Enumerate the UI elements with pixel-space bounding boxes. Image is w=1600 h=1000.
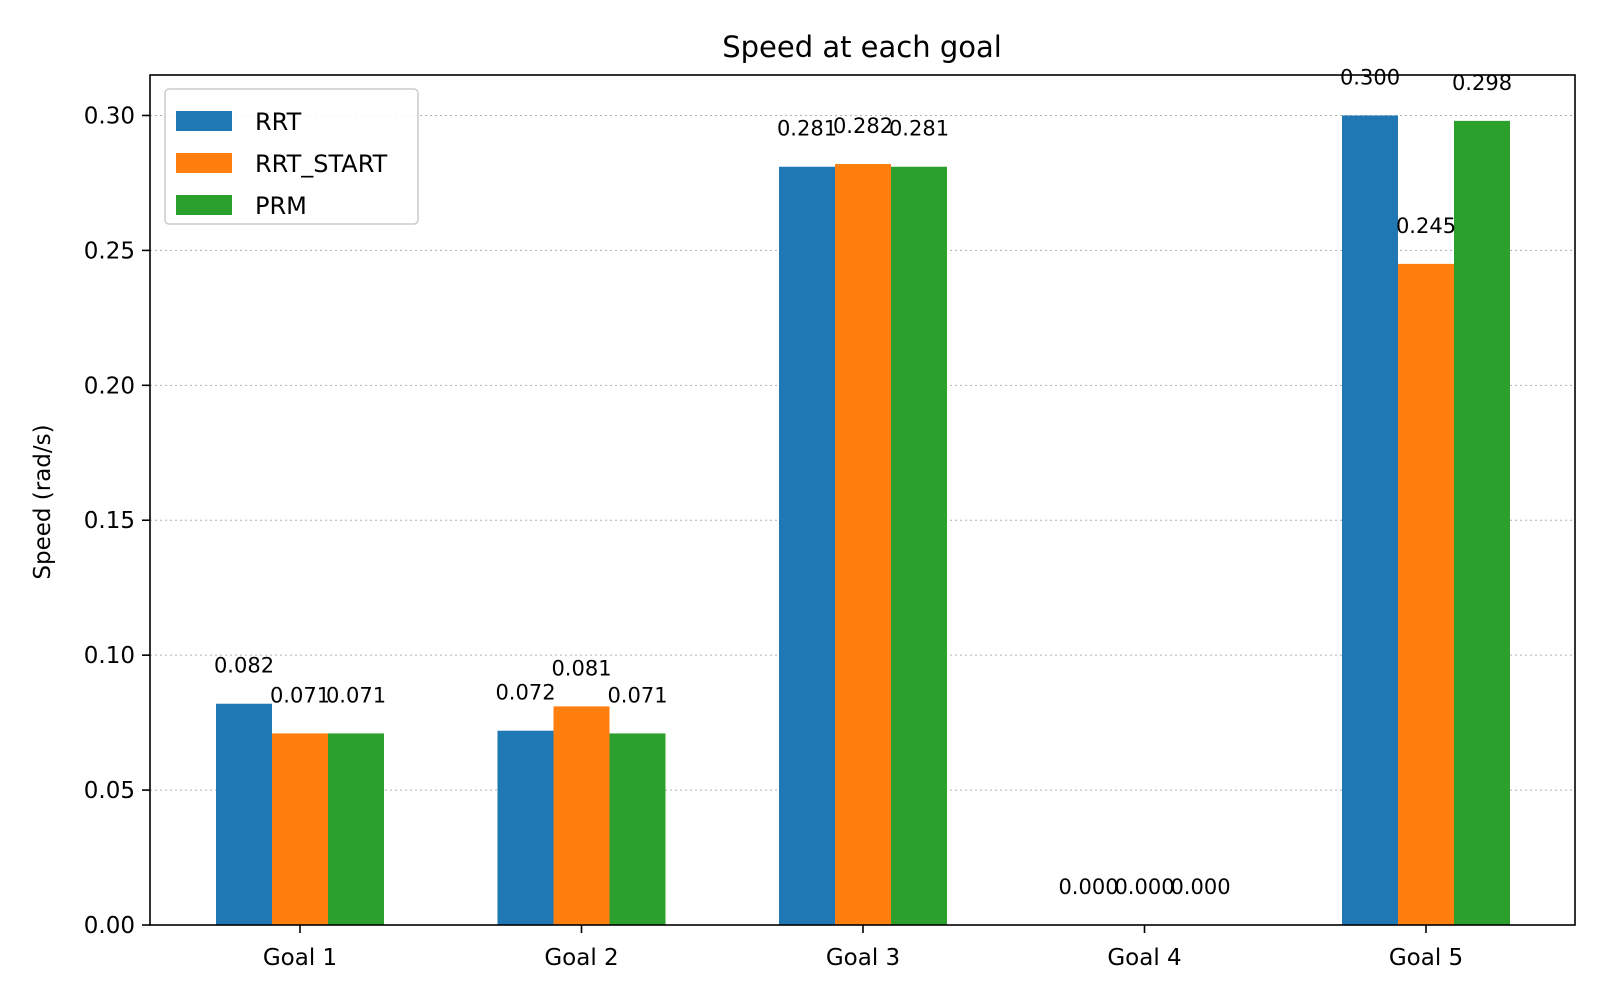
- value-label: 0.000: [1170, 875, 1230, 899]
- value-label: 0.000: [1058, 875, 1118, 899]
- y-tick-label: 0.30: [84, 103, 135, 129]
- value-label: 0.071: [326, 683, 386, 707]
- y-tick-label: 0.00: [84, 913, 135, 939]
- legend-swatch: [176, 111, 232, 131]
- legend-swatch: [176, 153, 232, 173]
- bar-rrt-start: [835, 164, 891, 926]
- bar-rrt-start: [1398, 263, 1454, 925]
- x-tick-label: Goal 2: [544, 945, 618, 971]
- y-tick-label: 0.10: [84, 643, 135, 669]
- value-label: 0.082: [214, 654, 274, 678]
- legend: RRT RRT_START PRM: [164, 88, 419, 225]
- x-tick-label: Goal 3: [826, 945, 900, 971]
- value-label: 0.071: [270, 683, 330, 707]
- legend-entry-rrt-start: RRT_START: [255, 150, 388, 178]
- bar-rrt: [216, 703, 272, 925]
- bar-rrt-start: [272, 733, 328, 925]
- chart-title: Speed at each goal: [722, 30, 1002, 64]
- value-label: 0.071: [607, 683, 667, 707]
- bar-rrt: [779, 166, 835, 925]
- axes: 0.00 0.05 0.10 0.15 0.20 0.25 0.30 Goal 1 Goal 2…: [84, 74, 1576, 971]
- bar-rrt: [1342, 115, 1398, 925]
- bar-prm: [609, 733, 666, 925]
- legend-entry-rrt: RRT: [255, 108, 302, 136]
- y-axis-label: Speed (rad/s): [30, 424, 56, 579]
- value-label: 0.281: [777, 117, 837, 141]
- bar-prm: [328, 733, 384, 925]
- x-tick-label: Goal 5: [1389, 945, 1463, 971]
- value-label: 0.282: [833, 114, 893, 138]
- bar-rrt-start: [553, 706, 610, 925]
- value-label: 0.081: [551, 656, 611, 680]
- value-label: 0.000: [1114, 875, 1174, 899]
- y-tick-label: 0.25: [84, 238, 135, 264]
- y-tick-label: 0.05: [84, 778, 135, 804]
- x-tick-label: Goal 4: [1107, 945, 1181, 971]
- bar-prm: [1454, 120, 1510, 925]
- bar-rrt: [497, 730, 554, 925]
- value-label: 0.072: [495, 681, 555, 705]
- legend-entry-prm: PRM: [255, 192, 307, 220]
- bars: [216, 115, 1510, 926]
- y-tick-label: 0.15: [84, 508, 135, 534]
- value-label: 0.281: [889, 117, 949, 141]
- legend-swatch: [176, 195, 232, 215]
- value-label: 0.300: [1340, 65, 1400, 89]
- x-tick-label: Goal 1: [263, 945, 337, 971]
- bar-prm: [891, 166, 947, 925]
- y-tick-label: 0.20: [84, 373, 135, 399]
- value-label: 0.245: [1396, 214, 1456, 238]
